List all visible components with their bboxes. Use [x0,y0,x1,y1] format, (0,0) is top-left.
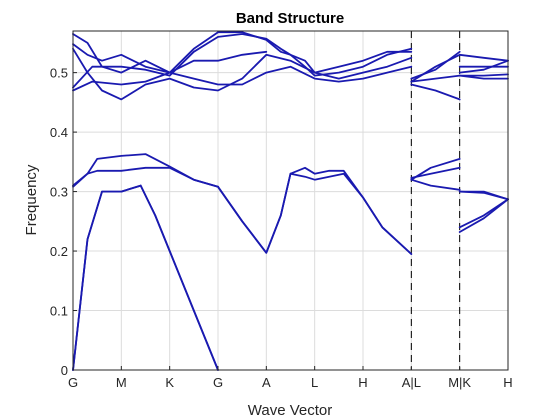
band-line-6 [217,166,413,255]
band-line-23 [458,53,509,62]
y-tick-label: 0.1 [50,304,68,319]
x-tick-label: G [68,375,78,390]
band-line-13 [458,190,509,201]
band-line-18 [72,43,268,74]
band-line-25 [458,59,509,74]
band-line-11 [458,198,509,233]
y-tick-label: 0.4 [50,125,68,140]
band-line-21 [410,83,461,101]
x-tick-label: A|L [402,375,421,390]
x-axis-label: Wave Vector [248,402,332,419]
band-line-26 [458,73,509,77]
x-tick-label: H [358,375,367,390]
band-line-22 [410,74,461,83]
y-tick-label: 0.5 [50,66,68,81]
chart-title: Band Structure [236,10,344,27]
band-line-4 [72,153,219,188]
x-tick-label: L [311,375,318,390]
band-line-16 [72,33,413,86]
x-tick-label: M|K [448,375,471,390]
band-line-3 [72,166,219,188]
band-line-20 [410,53,461,83]
band-line-2 [72,184,219,371]
band-line-27 [458,74,509,80]
band-line-17 [72,47,413,101]
band-line-8 [410,166,461,179]
y-tick-label: 0.2 [50,244,68,259]
x-tick-label: K [165,375,174,390]
x-tick-labels: G M K G A L H A|L M|K H [68,375,513,390]
path-dividers [410,31,461,370]
band-line-15 [72,33,413,89]
y-tick-label: 0.3 [50,185,68,200]
band-line-19 [410,50,461,80]
x-tick-label: H [503,375,512,390]
axis-ticks [72,72,509,371]
plot-frame [72,30,509,371]
band-line-10 [458,198,509,229]
band-lines [72,31,509,371]
y-axis-label: Frequency [23,164,40,235]
y-tick-labels: 0 0.1 0.2 0.3 0.4 0.5 [50,66,68,378]
band-line-9 [410,178,461,191]
y-tick-label: 0 [61,363,68,378]
band-line-14 [72,31,413,92]
x-tick-label: A [262,375,271,390]
x-tick-label: G [213,375,223,390]
x-tick-label: M [116,375,127,390]
